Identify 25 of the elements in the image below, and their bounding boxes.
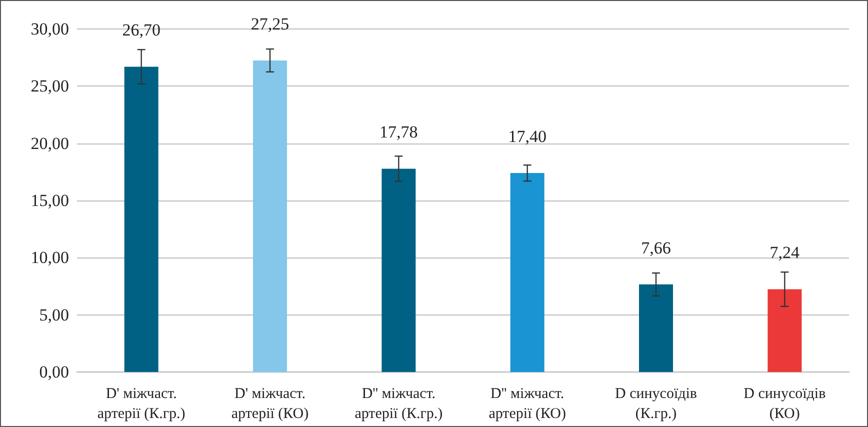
- data-label: 17,40: [508, 127, 546, 146]
- bar: [639, 284, 673, 372]
- x-tick-label: D синусоїдів (КО): [744, 386, 826, 422]
- x-tick-label: D'' міжчаст. артерії (КО): [488, 386, 566, 422]
- x-tick-label: D' міжчаст. артерії (КО): [231, 386, 309, 422]
- x-tick-label: D' міжчаст. артерії (К.гр.): [97, 386, 186, 422]
- bar: [382, 168, 416, 372]
- y-tick-label: 20,00: [30, 134, 69, 153]
- x-tick-label: D'' міжчаст. артерії (К.гр.): [354, 386, 443, 422]
- data-label: 7,24: [770, 243, 800, 262]
- y-tick-label: 25,00: [30, 76, 69, 96]
- bar: [253, 60, 287, 372]
- bar: [768, 289, 802, 372]
- data-label: 26,70: [122, 20, 160, 40]
- y-tick-label: 0,00: [39, 362, 69, 382]
- data-label: 27,25: [250, 14, 290, 34]
- y-tick-label: 15,00: [30, 191, 69, 210]
- data-label: 7,66: [641, 238, 671, 258]
- x-tick-label: D синусоїдів (К.гр.): [614, 386, 698, 422]
- y-tick-label: 5,00: [39, 305, 69, 324]
- bar: [124, 66, 158, 372]
- data-label: 17,78: [380, 122, 418, 142]
- bar: [510, 173, 544, 372]
- y-tick-label: 10,00: [30, 248, 69, 268]
- y-tick-label: 30,00: [30, 20, 69, 38]
